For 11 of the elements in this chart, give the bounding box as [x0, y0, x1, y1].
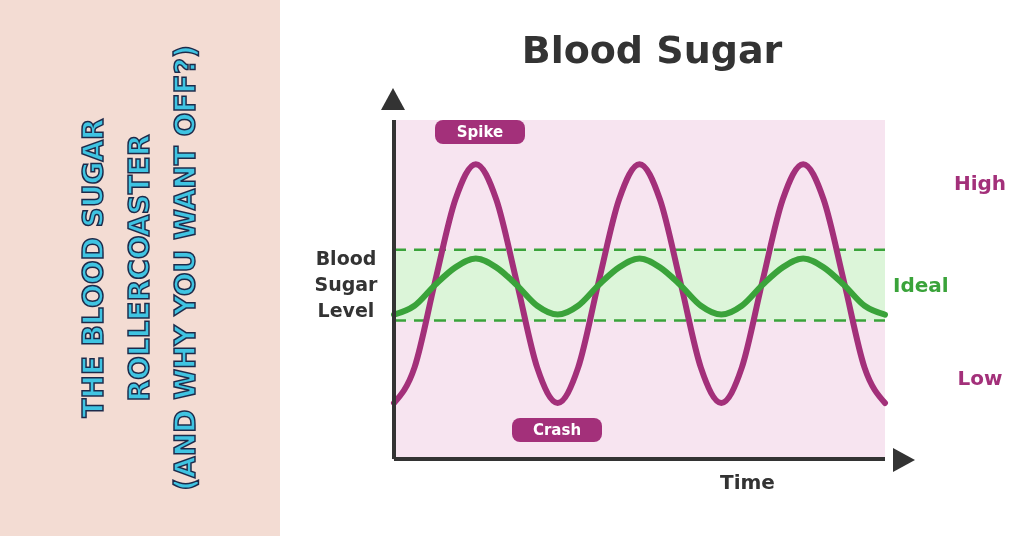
text: High: [952, 171, 1008, 196]
text: (AND WHY YOU WANT OFF?): [168, 45, 203, 491]
annotation: Crash: [512, 417, 602, 442]
x-axis-title: Time: [720, 470, 775, 494]
text: THE BLOOD SUGAR: [76, 118, 111, 418]
text: Low: [956, 365, 1004, 390]
chart-title: Blood Sugar: [520, 28, 784, 72]
y-axis-title: Blood Sugar Level: [313, 246, 379, 323]
annotation: Spike: [435, 120, 525, 145]
band-label: Ideal: [893, 272, 949, 297]
text: ROLLERCOASTER: [122, 134, 157, 402]
